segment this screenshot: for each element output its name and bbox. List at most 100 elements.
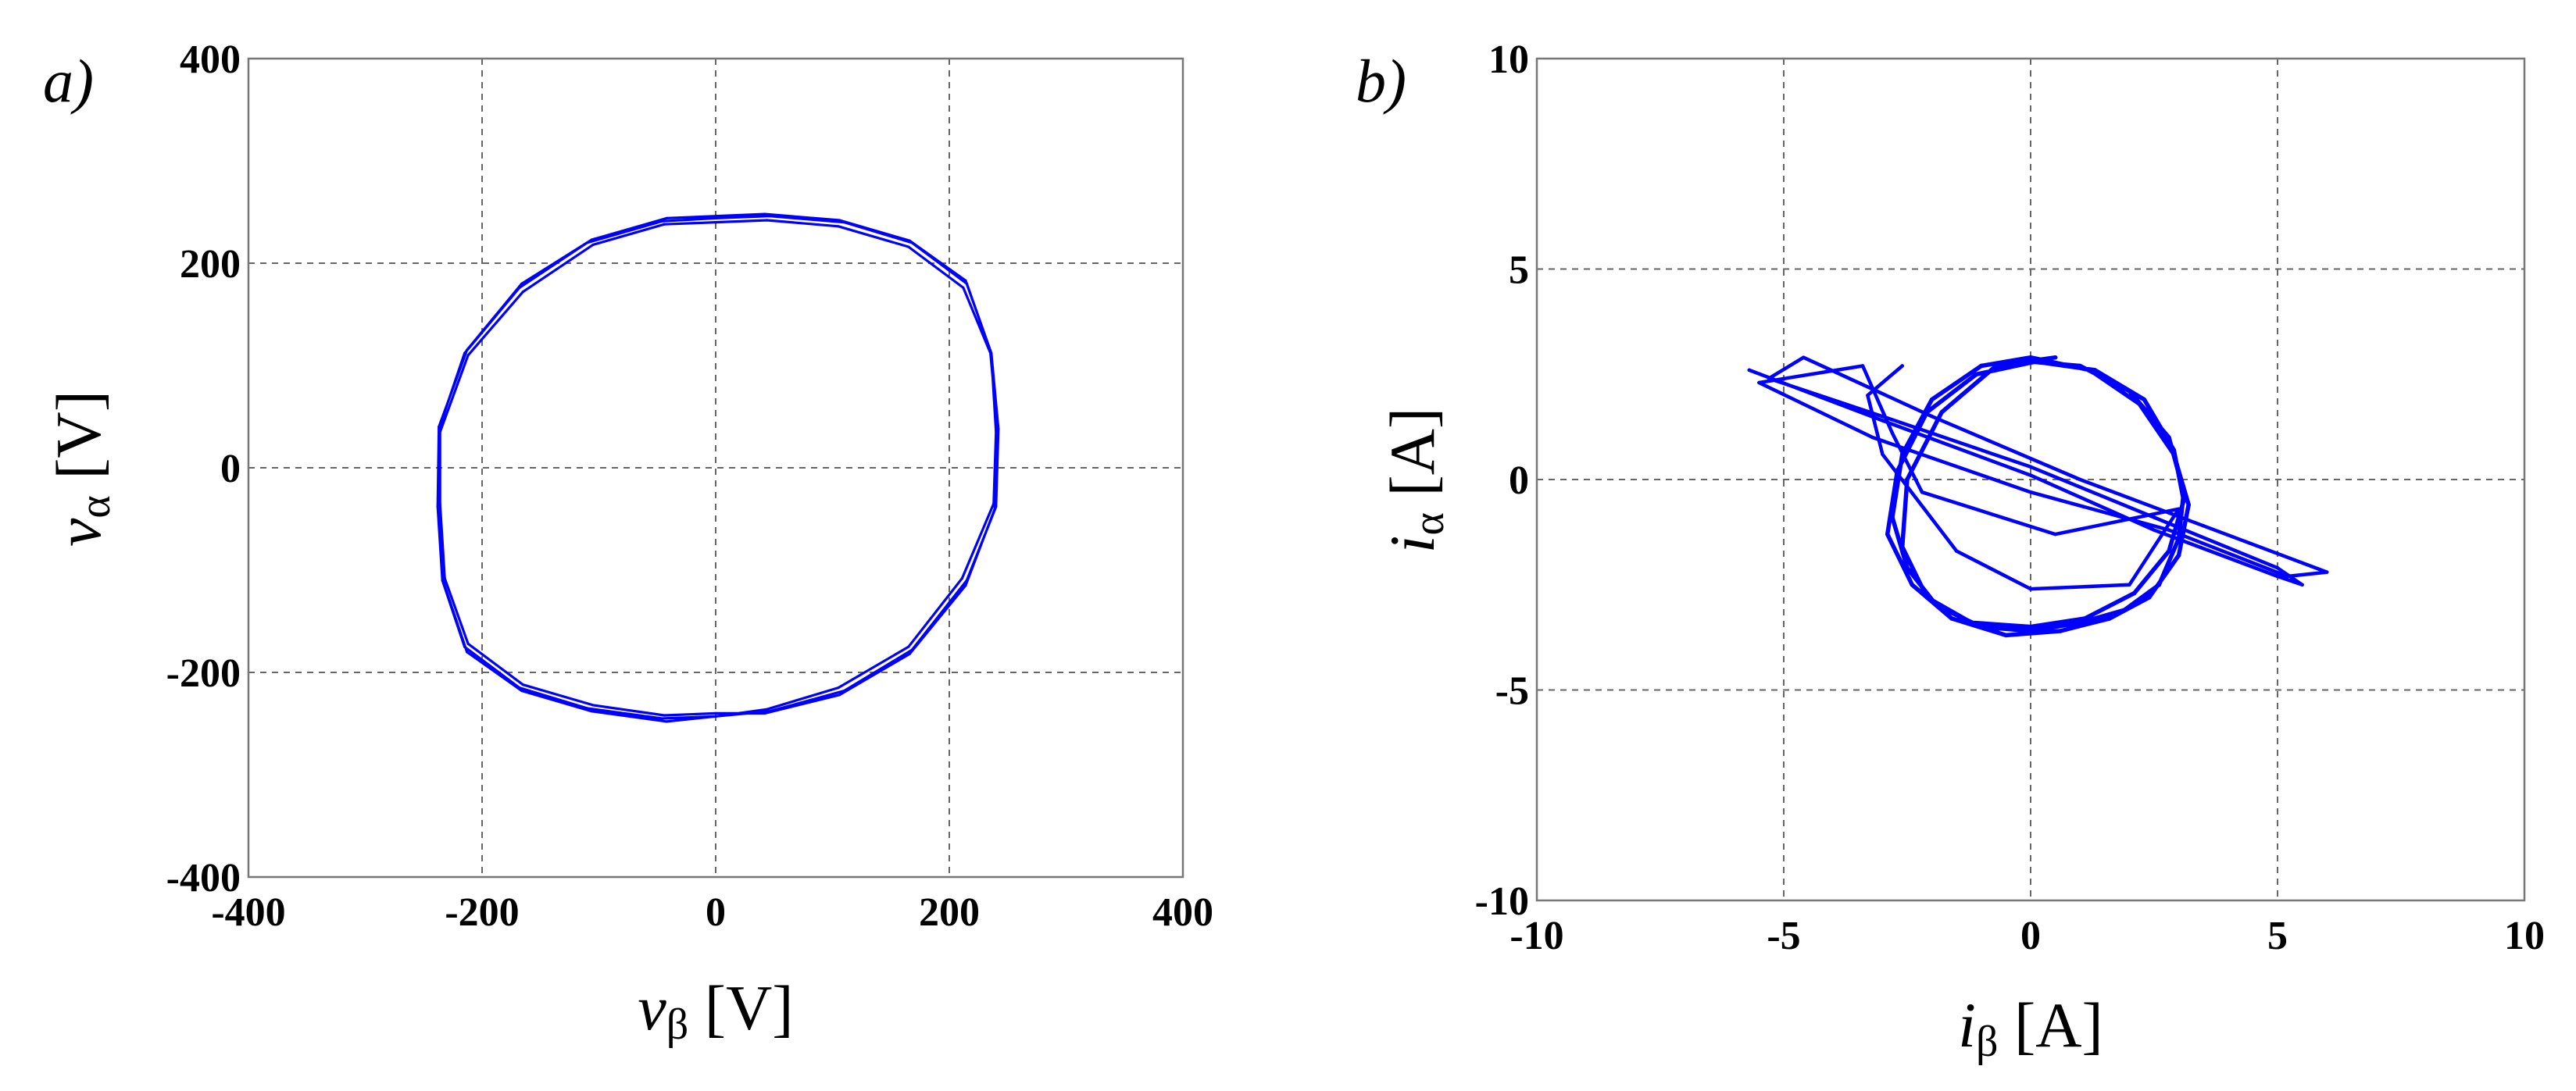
data-point xyxy=(442,581,445,584)
data-point xyxy=(585,707,589,710)
data-point xyxy=(1905,565,1910,570)
data-point xyxy=(1866,393,1870,398)
data-point xyxy=(2137,401,2142,406)
data-point xyxy=(520,282,523,285)
data-point xyxy=(2028,629,2033,633)
data-point xyxy=(838,693,841,697)
data-point xyxy=(990,351,993,355)
data-point xyxy=(910,241,913,244)
data-point xyxy=(2186,502,2191,508)
data-point xyxy=(590,238,594,241)
data-point xyxy=(2177,507,2181,511)
data-point xyxy=(2033,359,2038,364)
data-point xyxy=(1890,431,1895,435)
data-point xyxy=(997,427,1000,430)
data-point xyxy=(1885,532,1890,537)
y-tick-label: 5 xyxy=(1509,248,1529,293)
data-point xyxy=(1881,452,1885,456)
data-point xyxy=(763,711,766,715)
data-point xyxy=(910,648,913,651)
data-point xyxy=(1905,477,1910,482)
data-point xyxy=(463,645,466,648)
data-point xyxy=(438,430,441,433)
data-point xyxy=(2058,629,2063,633)
data-point xyxy=(438,427,441,430)
data-point xyxy=(2156,583,2162,587)
data-point xyxy=(714,715,717,718)
data-point xyxy=(960,576,964,580)
data-point xyxy=(438,502,441,505)
data-point xyxy=(1757,380,1761,385)
data-point xyxy=(1910,583,1915,587)
data-point xyxy=(2142,397,2147,402)
panel-b-xlabel-var: i xyxy=(1958,989,1976,1061)
data-point xyxy=(714,215,717,218)
series-trace xyxy=(1747,355,2329,591)
data-point xyxy=(1747,368,1752,373)
data-point xyxy=(2131,590,2137,596)
data-point xyxy=(995,426,999,429)
data-point xyxy=(463,351,466,355)
data-point xyxy=(2275,565,2280,570)
data-point xyxy=(438,507,441,511)
data-point xyxy=(766,708,769,711)
data-point xyxy=(2171,447,2177,453)
panel-b-label: b) xyxy=(1356,47,1406,115)
x-tick-label: 200 xyxy=(919,890,980,935)
data-point xyxy=(2171,451,2177,457)
panel-a-ylabel-var: v xyxy=(43,518,114,547)
data-point xyxy=(2167,548,2171,554)
data-point xyxy=(2028,473,2033,477)
data-point xyxy=(2003,633,2009,638)
data-point xyxy=(993,507,996,511)
panel-a-xlabel-unit: [V] xyxy=(688,972,793,1043)
data-point xyxy=(1767,376,1771,380)
panel-a-plot-area xyxy=(436,212,1000,723)
panel-a-frame xyxy=(247,57,1184,879)
data-point xyxy=(1890,515,1895,520)
data-point xyxy=(1920,490,1924,494)
data-point xyxy=(438,426,441,429)
data-point xyxy=(591,704,595,707)
data-point xyxy=(2053,355,2058,360)
data-point xyxy=(992,502,995,505)
panel-b-frame xyxy=(1535,57,2526,902)
y-tick-label: 0 xyxy=(1509,458,1529,503)
panel-a-y-axis-label: vα [V] xyxy=(43,390,120,547)
panel-b-xlabel-unit: [A] xyxy=(1998,989,2103,1061)
data-point xyxy=(441,579,444,582)
data-point xyxy=(714,221,717,224)
y-tick-label: 400 xyxy=(180,37,241,82)
data-point xyxy=(2176,553,2181,558)
data-point xyxy=(907,645,910,648)
data-point xyxy=(2201,524,2206,528)
data-point xyxy=(443,576,446,580)
panel-a-ylabel-unit: [V] xyxy=(43,390,114,495)
data-point xyxy=(1935,603,1939,608)
data-point xyxy=(2152,515,2156,519)
data-point xyxy=(1939,410,1944,415)
data-point xyxy=(663,714,666,717)
data-point xyxy=(466,642,470,645)
data-point xyxy=(2088,368,2092,373)
data-point xyxy=(665,216,668,219)
data-point xyxy=(518,286,521,290)
data-point xyxy=(842,221,846,224)
panel-a-xlabel-var: v xyxy=(638,972,666,1043)
data-point xyxy=(1954,549,1959,553)
data-point xyxy=(837,686,840,690)
data-point xyxy=(1900,364,1904,368)
panel-a-grid xyxy=(248,59,1183,877)
data-point xyxy=(2028,490,2033,494)
data-point xyxy=(714,216,717,219)
y-tick-label: 10 xyxy=(1488,37,1529,82)
data-point xyxy=(995,505,998,508)
x-tick-label: 5 xyxy=(2267,914,2288,958)
data-point xyxy=(768,710,771,713)
panel-b-y-axis-label: iα [A] xyxy=(1377,408,1453,553)
data-point xyxy=(965,579,969,582)
data-point xyxy=(585,241,589,244)
